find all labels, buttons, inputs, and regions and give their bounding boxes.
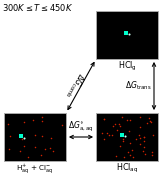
- Text: H$^{+}_{\rm aq}$ + Cl$^{-}_{\rm aq}$: H$^{+}_{\rm aq}$ + Cl$^{-}_{\rm aq}$: [16, 162, 54, 176]
- Text: HCl$_{\rm g}$: HCl$_{\rm g}$: [118, 60, 136, 73]
- Text: $300K \leq T \leq 450K$: $300K \leq T \leq 450K$: [2, 2, 73, 13]
- Bar: [96, 113, 158, 161]
- Bar: [4, 113, 66, 161]
- Bar: [96, 11, 158, 59]
- Text: $\Delta G^{\circ}_{\rm a,aq}$: $\Delta G^{\circ}_{\rm a,aq}$: [68, 120, 94, 134]
- Text: HCl$_{\rm aq}$: HCl$_{\rm aq}$: [116, 162, 138, 175]
- Text: $\Delta G_{\rm trans}$: $\Delta G_{\rm trans}$: [125, 80, 152, 92]
- Text: $\Delta G_{\rm comb}$: $\Delta G_{\rm comb}$: [62, 70, 87, 100]
